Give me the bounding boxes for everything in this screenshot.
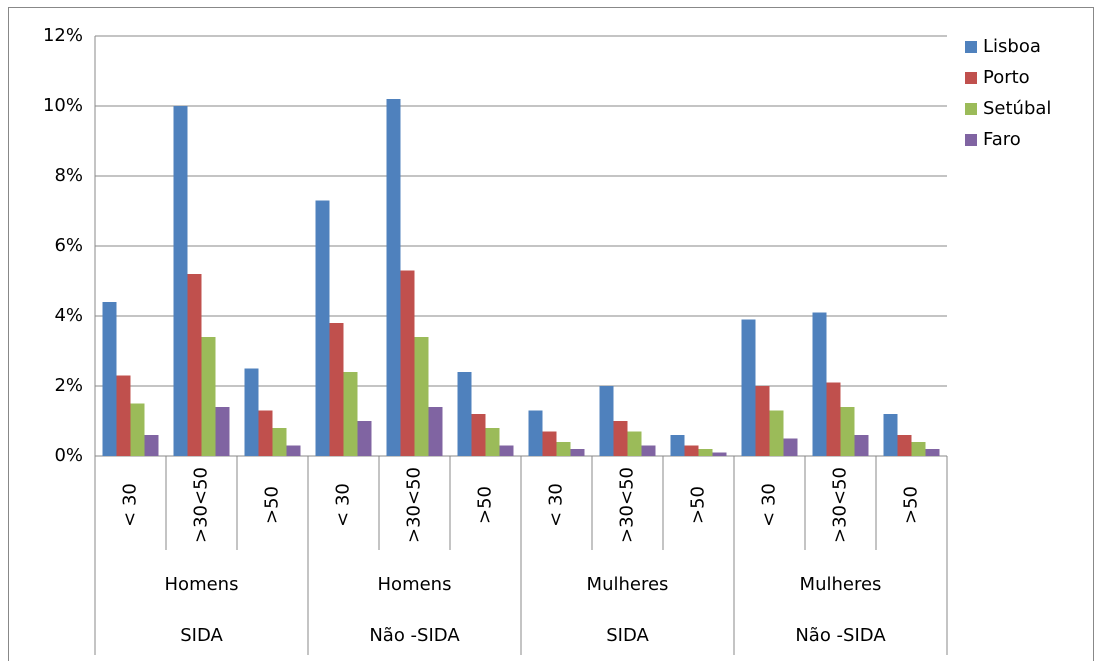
- bar: [286, 445, 301, 456]
- legend-swatch: [965, 72, 977, 84]
- bar: [386, 99, 401, 456]
- bar: [883, 414, 898, 456]
- bar: [315, 200, 330, 456]
- bar: [826, 382, 841, 456]
- group-label: Não -SIDA: [369, 625, 460, 646]
- legend-label: Setúbal: [983, 98, 1051, 119]
- group-label: Não -SIDA: [795, 625, 886, 646]
- group-label: Homens: [165, 574, 239, 595]
- x-tick-label: >50: [262, 486, 283, 524]
- x-tick-label: >30<50: [404, 467, 425, 543]
- bar: [627, 431, 642, 456]
- bar: [400, 270, 415, 456]
- bar: [116, 375, 131, 456]
- bar: [528, 410, 543, 456]
- bar: [741, 319, 756, 456]
- y-tick-label: 2%: [54, 375, 83, 396]
- bar: [684, 445, 699, 456]
- bar: [854, 435, 869, 456]
- bar: [173, 106, 188, 456]
- x-tick-label: >50: [475, 486, 496, 524]
- bar: [457, 372, 472, 456]
- x-tick-label: < 30: [333, 483, 354, 527]
- bar: [144, 435, 159, 456]
- bar: [599, 386, 614, 456]
- bar: [670, 435, 685, 456]
- bar: [272, 428, 287, 456]
- x-tick-label: >50: [901, 486, 922, 524]
- x-tick-label: >30<50: [830, 467, 851, 543]
- group-label: SIDA: [606, 625, 649, 646]
- bar: [812, 312, 827, 456]
- bar: [570, 449, 585, 456]
- bar: [542, 431, 557, 456]
- x-tick-label: >30<50: [191, 467, 212, 543]
- y-tick-label: 0%: [54, 445, 83, 466]
- bar: [698, 449, 713, 456]
- legend-label: Faro: [983, 129, 1021, 150]
- bar: [911, 442, 926, 456]
- legend-swatch: [965, 103, 977, 115]
- bar: [343, 372, 358, 456]
- bar: [215, 407, 230, 456]
- bar: [783, 438, 798, 456]
- y-tick-label: 12%: [43, 25, 83, 46]
- bar: [712, 452, 727, 456]
- bar: [769, 410, 784, 456]
- bar: [258, 410, 273, 456]
- legend-swatch: [965, 134, 977, 146]
- y-tick-label: 8%: [54, 165, 83, 186]
- group-label: SIDA: [180, 625, 223, 646]
- legend-label: Lisboa: [983, 36, 1041, 57]
- y-tick-label: 4%: [54, 305, 83, 326]
- bar: [897, 435, 912, 456]
- legend-swatch: [965, 41, 977, 53]
- bar: [485, 428, 500, 456]
- bar: [499, 445, 514, 456]
- bar: [840, 407, 855, 456]
- bar: [187, 274, 202, 456]
- bar: [556, 442, 571, 456]
- bar: [471, 414, 486, 456]
- x-tick-label: >30<50: [617, 467, 638, 543]
- bar: [130, 403, 145, 456]
- group-label: Mulheres: [800, 574, 882, 595]
- bar: [102, 302, 117, 456]
- x-tick-label: >50: [688, 486, 709, 524]
- bar: [613, 421, 628, 456]
- bar: [414, 337, 429, 456]
- bar: [357, 421, 372, 456]
- x-tick-label: < 30: [546, 483, 567, 527]
- bar: [329, 323, 344, 456]
- group-label: Mulheres: [587, 574, 669, 595]
- group-label: Homens: [378, 574, 452, 595]
- bar: [244, 368, 259, 456]
- bar: [641, 445, 656, 456]
- x-tick-label: < 30: [120, 483, 141, 527]
- bar: [201, 337, 216, 456]
- bar: [925, 449, 940, 456]
- y-tick-label: 6%: [54, 235, 83, 256]
- legend-label: Porto: [983, 67, 1030, 88]
- bar: [428, 407, 443, 456]
- bar: [755, 386, 770, 456]
- y-tick-label: 10%: [43, 95, 83, 116]
- x-tick-label: < 30: [759, 483, 780, 527]
